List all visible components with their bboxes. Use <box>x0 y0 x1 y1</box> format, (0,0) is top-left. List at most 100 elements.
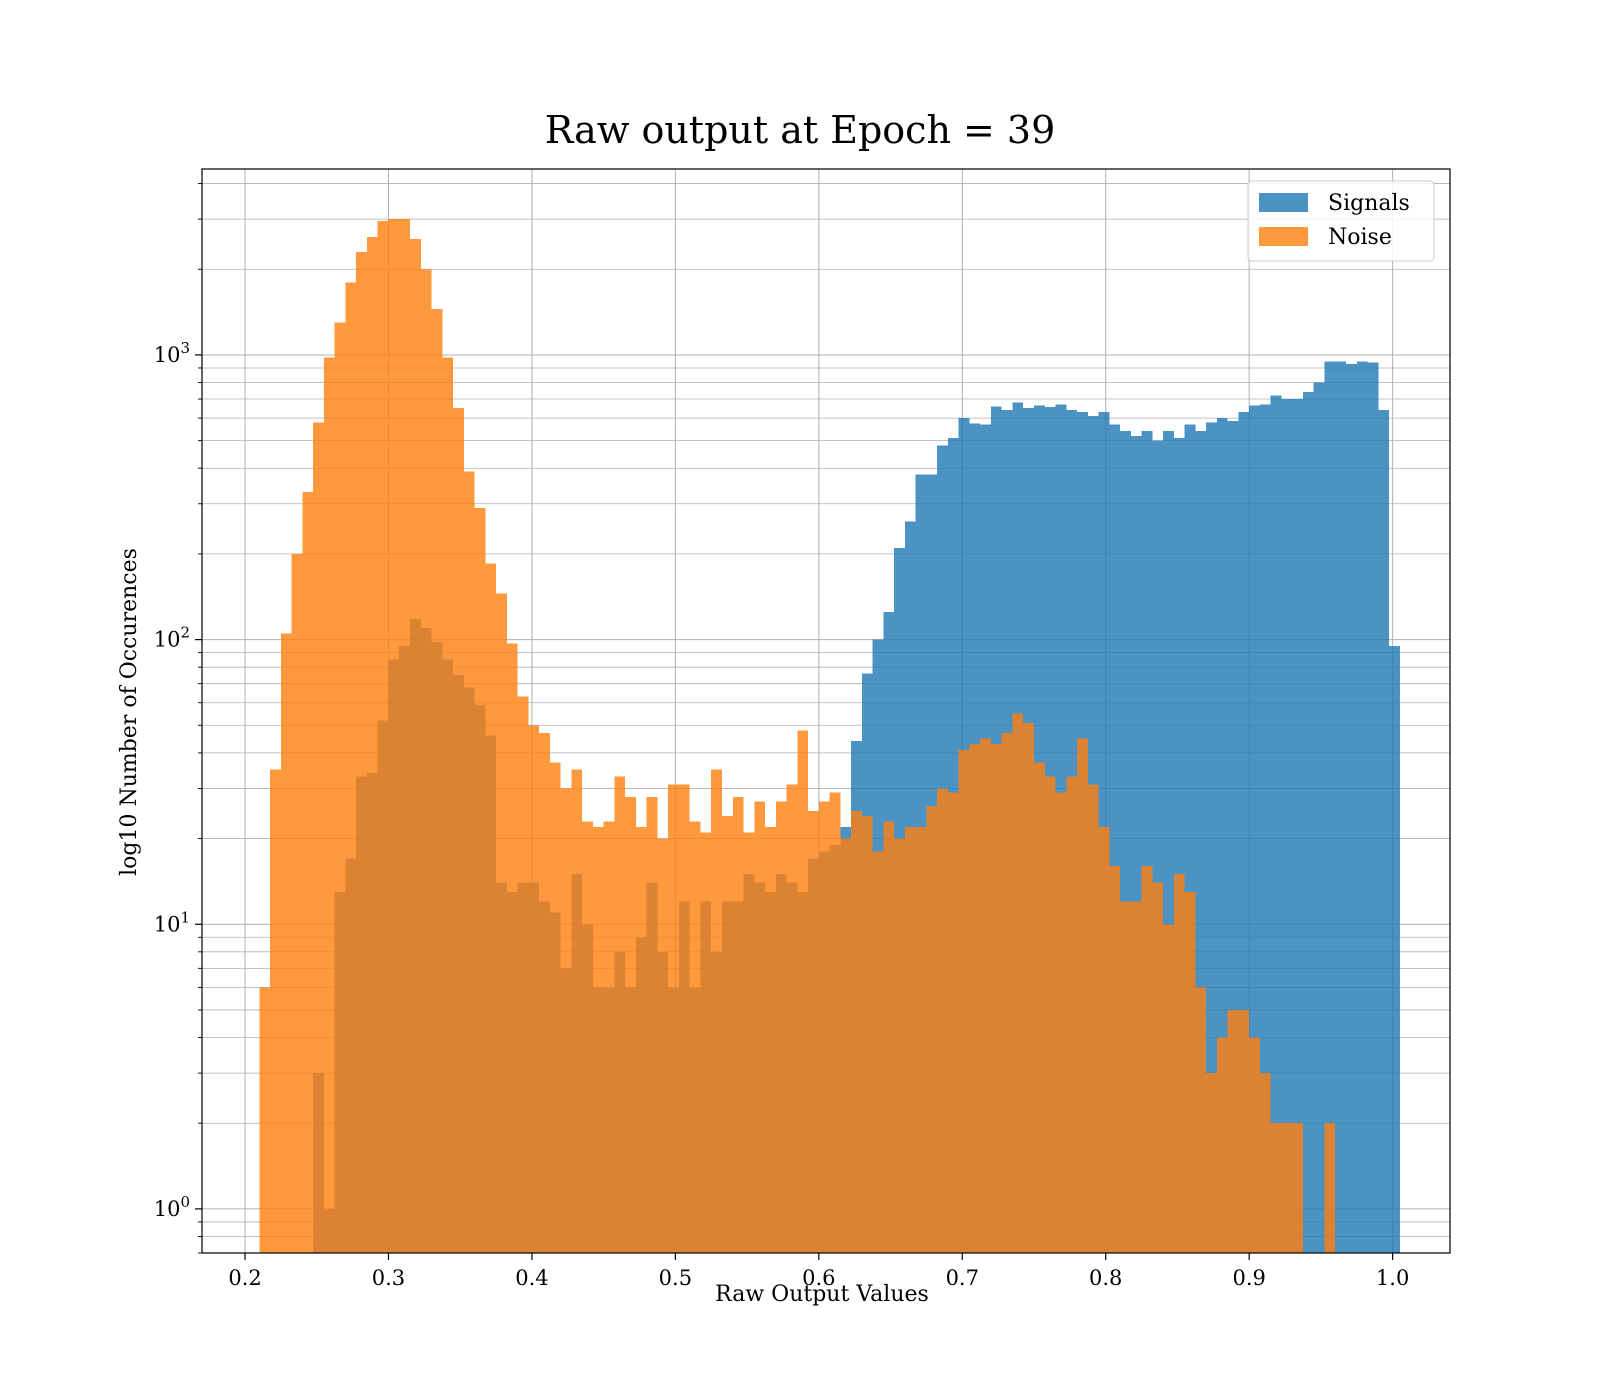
signals-bar <box>1324 361 1336 1253</box>
noise-bar <box>754 801 766 1253</box>
noise-bar <box>1259 1073 1271 1253</box>
noise-bar <box>474 507 486 1253</box>
noise-bar <box>775 801 787 1253</box>
y-tick-label: 101 <box>154 908 190 936</box>
noise-bar <box>786 784 798 1253</box>
noise-bar <box>904 826 916 1253</box>
noise-bar <box>388 219 400 1254</box>
noise-bar <box>1044 776 1056 1253</box>
noise-bar <box>560 788 572 1253</box>
x-axis-label: Raw Output Values <box>715 1282 929 1307</box>
noise-bar <box>1109 866 1121 1253</box>
signals-bar <box>1238 412 1250 1253</box>
noise-bar <box>603 821 615 1253</box>
noise-bar <box>937 788 948 1253</box>
noise-bar <box>818 801 830 1253</box>
noise-bar <box>1324 1123 1336 1253</box>
noise-bar <box>1087 784 1099 1253</box>
noise-bar <box>990 743 1002 1253</box>
histogram-bars <box>259 219 1400 1254</box>
noise-bar <box>1249 1037 1260 1253</box>
noise-bar <box>549 762 561 1253</box>
noise-bar <box>410 239 421 1254</box>
noise-bar <box>302 491 314 1253</box>
series-noise-bars <box>259 219 1336 1254</box>
noise-bar <box>1130 901 1142 1253</box>
signals-bar <box>1216 418 1228 1253</box>
noise-bar <box>1001 732 1013 1253</box>
noise-bar <box>678 784 690 1253</box>
noise-bar <box>1163 924 1174 1253</box>
y-tick-label: 103 <box>154 339 190 367</box>
legend-swatch-signals <box>1259 193 1308 212</box>
noise-bar <box>270 769 281 1253</box>
noise-bar <box>872 851 884 1253</box>
noise-bar <box>947 792 959 1253</box>
noise-bar <box>1152 882 1164 1253</box>
noise-bar <box>1012 713 1024 1253</box>
noise-bar <box>463 471 475 1253</box>
noise-bar <box>668 784 679 1253</box>
signals-bar <box>1184 424 1196 1254</box>
noise-bar <box>356 251 367 1253</box>
noise-bar <box>291 553 303 1253</box>
noise-bar <box>657 838 669 1253</box>
signals-bar <box>1249 405 1260 1253</box>
noise-bar <box>1281 1123 1293 1253</box>
noise-bar <box>700 832 712 1253</box>
noise-bar <box>1292 1123 1303 1253</box>
signals-bar <box>1152 440 1164 1253</box>
noise-bar <box>431 309 443 1253</box>
noise-bar <box>1206 1073 1217 1253</box>
legend: Signals Noise <box>1247 180 1435 262</box>
noise-bar <box>582 821 593 1253</box>
noise-bar <box>1227 1009 1239 1253</box>
noise-bar <box>453 408 464 1253</box>
noise-bar <box>420 269 432 1253</box>
noise-bar <box>442 357 454 1253</box>
noise-bar <box>743 832 755 1253</box>
signals-bar <box>1130 435 1142 1253</box>
x-tick-label: 1.0 <box>1376 1266 1409 1290</box>
noise-bar <box>646 796 658 1253</box>
axes: 0.2 0.3 0.4 0.5 0.6 0.7 0.8 0.9 1.0 100 101 102 103 <box>154 168 1451 1290</box>
noise-bar <box>808 810 819 1253</box>
signals-bar <box>1367 362 1379 1253</box>
signals-bar <box>1227 421 1239 1254</box>
chart-title: Raw output at Epoch = 39 <box>545 108 1056 152</box>
noise-bar <box>571 769 583 1253</box>
noise-bar <box>732 796 744 1253</box>
signals-bar <box>1346 363 1357 1254</box>
noise-bar <box>958 749 970 1253</box>
noise-bar <box>1098 826 1110 1253</box>
noise-bar <box>722 816 733 1253</box>
noise-bar <box>496 593 507 1253</box>
noise-bar <box>485 563 497 1253</box>
signals-bar <box>1163 431 1174 1253</box>
signals-bar <box>1356 361 1368 1253</box>
signals-bar <box>1120 431 1131 1253</box>
x-tick-label: 0.4 <box>515 1266 548 1290</box>
signals-bar <box>1378 410 1390 1253</box>
noise-bar <box>334 322 346 1253</box>
noise-bar <box>1216 1037 1228 1253</box>
noise-bar <box>1055 792 1067 1253</box>
noise-bar <box>926 806 938 1253</box>
noise-bar <box>711 769 722 1253</box>
noise-bar <box>366 236 378 1253</box>
noise-bar <box>377 221 389 1253</box>
noise-bar <box>1034 762 1045 1253</box>
noise-bar <box>614 776 626 1253</box>
noise-bar <box>259 987 271 1253</box>
noise-bar <box>1184 891 1196 1253</box>
noise-bar <box>894 838 905 1253</box>
noise-bar <box>313 422 324 1254</box>
noise-bar <box>1195 987 1207 1253</box>
noise-bar <box>528 725 540 1253</box>
noise-bar <box>797 730 809 1253</box>
x-tick-label: 0.9 <box>1232 1266 1265 1290</box>
noise-bar <box>1141 866 1153 1253</box>
signals-bar <box>1195 431 1207 1253</box>
signals-bar <box>1302 392 1314 1253</box>
legend-label-signals: Signals <box>1328 191 1410 216</box>
